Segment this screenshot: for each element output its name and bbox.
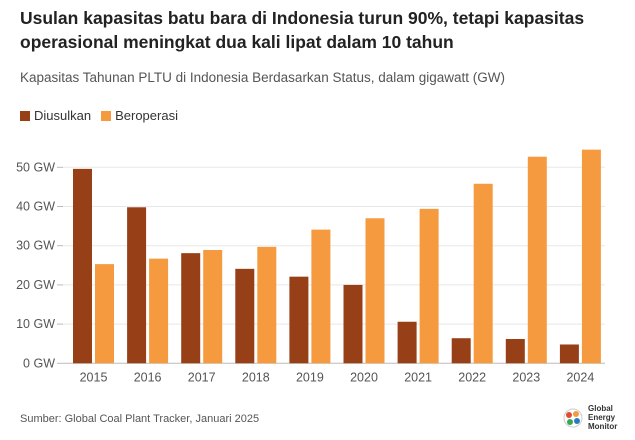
legend: Diusulkan Beroperasi	[20, 108, 178, 123]
plot-area: 0 GW 10 GW 20 GW 30 GW 40 GW 50 GW 2015 2016 201…	[16, 149, 605, 384]
y-tick-label: 50 GW	[16, 160, 55, 174]
bar-diusulkan-2023	[505, 338, 525, 364]
bar-beroperasi-2017	[203, 250, 223, 364]
x-tick-label: 2018	[242, 370, 270, 384]
bar-diusulkan-2019	[289, 276, 309, 364]
x-tick-label: 2020	[350, 370, 378, 384]
legend-swatch	[20, 111, 30, 121]
bar-beroperasi-2021	[419, 208, 439, 364]
x-tick-label: 2024	[566, 370, 594, 384]
logo-text: Energy	[588, 413, 616, 422]
bar-beroperasi-2016	[149, 258, 169, 364]
legend-item-beroperasi: Beroperasi	[101, 108, 178, 123]
x-tick-label: 2016	[134, 370, 162, 384]
bar-beroperasi-2023	[527, 156, 547, 364]
logo-text: Monitor	[588, 422, 618, 431]
gem-logo: Global Energy Monitor	[562, 404, 617, 431]
source-note: Sumber: Global Coal Plant Tracker, Janua…	[20, 413, 260, 425]
bar-diusulkan-2024	[559, 344, 579, 364]
bar-diusulkan-2021	[397, 321, 417, 364]
bar-diusulkan-2018	[235, 268, 255, 364]
bar-beroperasi-2019	[311, 229, 331, 364]
y-tick-label: 40 GW	[16, 200, 55, 214]
logo-text: Global	[588, 404, 613, 413]
bar-diusulkan-2020	[343, 284, 363, 364]
legend-swatch	[101, 111, 112, 121]
bar-beroperasi-2015	[95, 264, 114, 364]
bar-diusulkan-2015	[73, 168, 92, 364]
chart-subtitle: Kapasitas Tahunan PLTU di Indonesia Berd…	[20, 70, 506, 85]
bar-diusulkan-2022	[451, 338, 471, 364]
bar-beroperasi-2024	[581, 149, 601, 364]
x-tick-label: 2015	[80, 370, 108, 384]
x-tick-label: 2019	[296, 370, 324, 384]
bar-beroperasi-2020	[365, 218, 385, 364]
y-tick-label: 30 GW	[16, 239, 55, 253]
x-tick-label: 2021	[404, 370, 432, 384]
y-tick-label: 20 GW	[16, 278, 55, 292]
x-tick-label: 2023	[512, 370, 540, 384]
globe-icon	[563, 408, 583, 427]
x-tick-label: 2022	[458, 370, 486, 384]
legend-label: Beroperasi	[115, 108, 178, 123]
chart-title: Usulan kapasitas batu bara di Indonesia …	[20, 8, 585, 52]
legend-item-diusulkan: Diusulkan	[20, 108, 91, 123]
bar-beroperasi-2018	[257, 246, 277, 364]
bar-beroperasi-2022	[473, 183, 493, 364]
y-tick-label: 0 GW	[23, 356, 55, 370]
x-tick-label: 2017	[188, 370, 216, 384]
legend-label: Diusulkan	[34, 108, 92, 123]
bar-diusulkan-2017	[181, 253, 201, 364]
y-tick-label: 10 GW	[16, 317, 55, 331]
bar-diusulkan-2016	[127, 207, 147, 364]
